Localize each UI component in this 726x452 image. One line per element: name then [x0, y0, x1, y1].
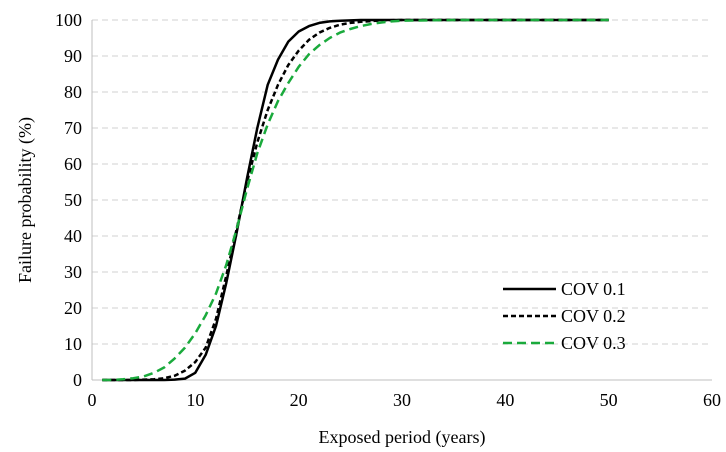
- x-axis-title: Exposed period (years): [319, 427, 486, 448]
- legend: COV 0.1 COV 0.2 COV 0.3: [503, 279, 626, 353]
- series-lines: [102, 18, 609, 382]
- y-tick-label-10: 10: [64, 334, 82, 354]
- legend-label-cov-0-2: COV 0.2: [561, 306, 626, 326]
- y-tick-label-100: 100: [55, 10, 82, 30]
- legend-label-cov-0-1: COV 0.1: [561, 279, 626, 299]
- y-tick-labels: 0 10 20 30 40 50 60 70 80 90 100: [55, 10, 82, 390]
- y-tick-label-40: 40: [64, 226, 82, 246]
- axes: [91, 20, 712, 381]
- y-tick-label-50: 50: [64, 190, 82, 210]
- series-line-cov-0-3: [102, 18, 609, 382]
- x-tick-label-20: 20: [290, 390, 308, 410]
- x-tick-label-60: 60: [703, 390, 721, 410]
- x-tick-label-30: 30: [393, 390, 411, 410]
- y-tick-label-80: 80: [64, 82, 82, 102]
- series-line-cov-0-2: [102, 18, 609, 382]
- x-tick-label-40: 40: [496, 390, 514, 410]
- y-tick-label-30: 30: [64, 262, 82, 282]
- legend-label-cov-0-3: COV 0.3: [561, 333, 626, 353]
- gridlines: [92, 19, 712, 345]
- x-tick-label-50: 50: [600, 390, 618, 410]
- y-tick-label-70: 70: [64, 118, 82, 138]
- x-tick-label-10: 10: [186, 390, 204, 410]
- y-tick-label-0: 0: [73, 370, 82, 390]
- y-tick-label-90: 90: [64, 46, 82, 66]
- x-tick-label-0: 0: [88, 390, 97, 410]
- y-tick-label-60: 60: [64, 154, 82, 174]
- y-axis-title: Failure probability (%): [15, 117, 36, 283]
- y-tick-label-20: 20: [64, 298, 82, 318]
- x-tick-labels: 0 10 20 30 40 50 60: [88, 390, 722, 410]
